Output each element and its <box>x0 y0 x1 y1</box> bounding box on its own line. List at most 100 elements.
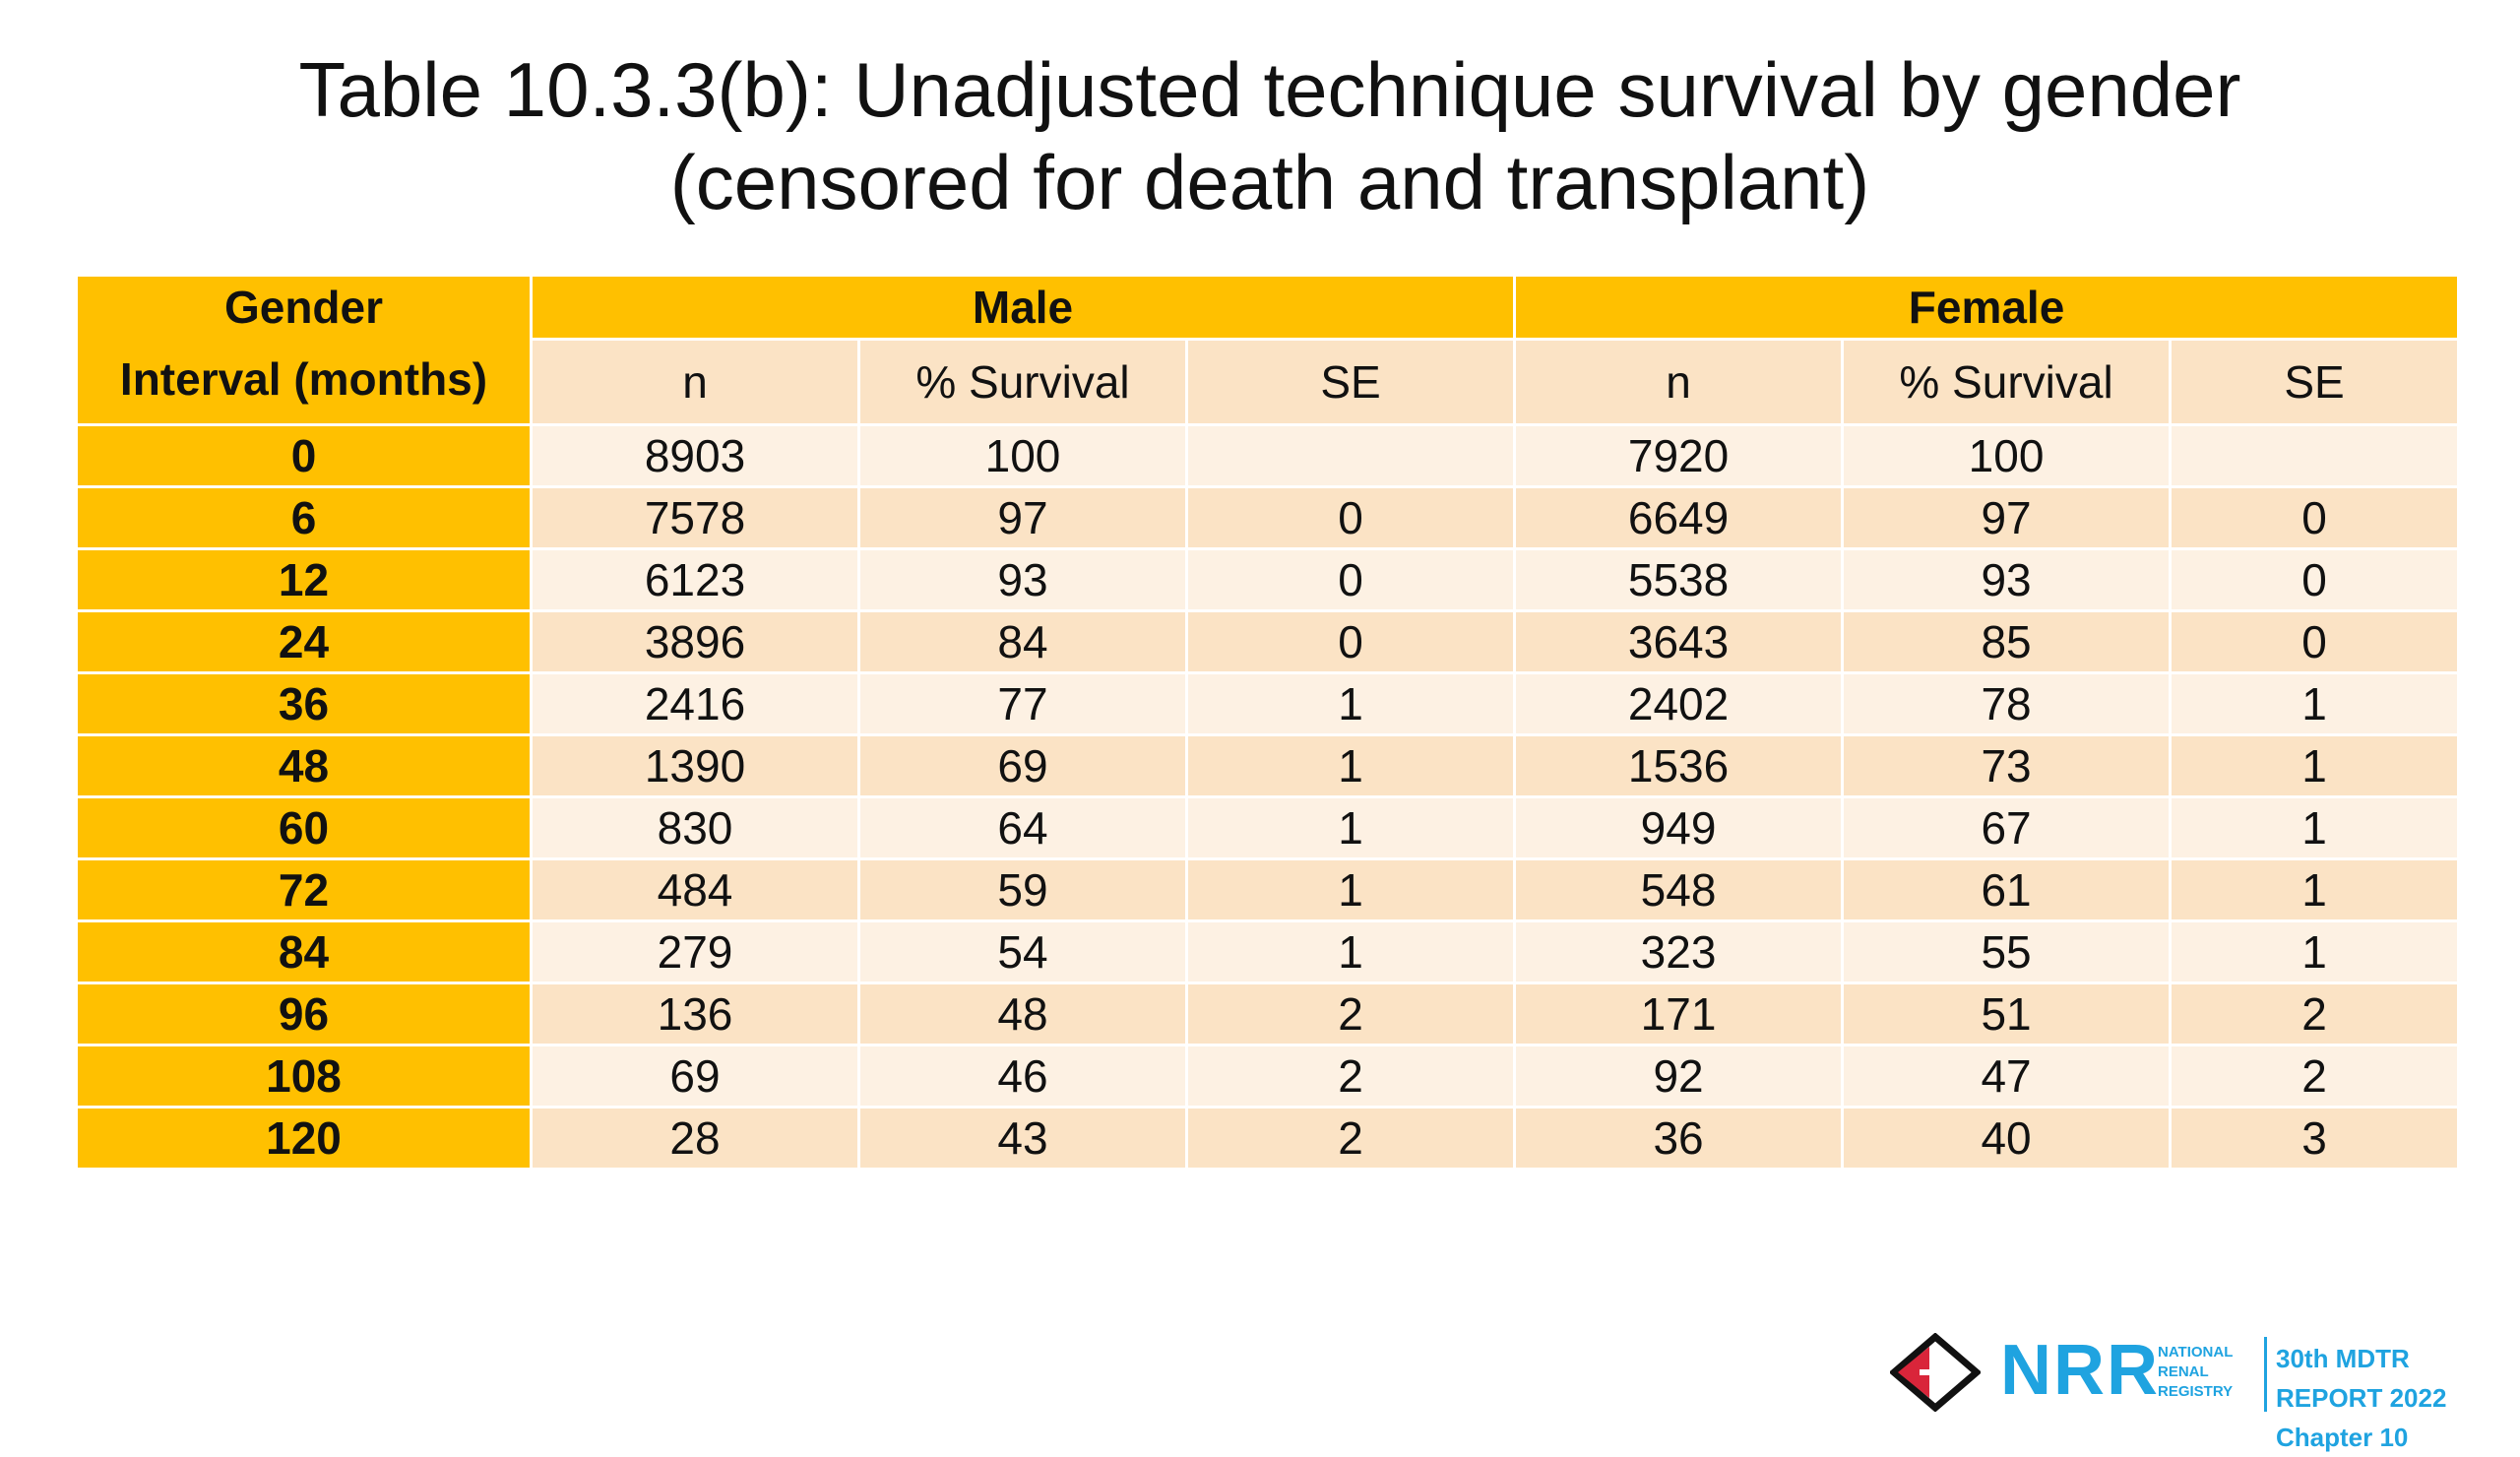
male-n-cell: 28 <box>530 1106 860 1171</box>
female-survival-cell: 73 <box>1841 733 2173 798</box>
male-survival-cell: 84 <box>857 609 1188 674</box>
male-n-cell: 1390 <box>530 733 860 798</box>
nrr-org-line-3: REGISTRY <box>2158 1383 2234 1400</box>
female-survival-cell: 78 <box>1841 671 2173 736</box>
slide-title: Table 10.3.3(b): Unadjusted technique su… <box>0 43 2520 228</box>
nrr-org-line-1: NATIONAL <box>2158 1344 2234 1361</box>
female-n-cell: 5538 <box>1513 547 1845 612</box>
table-row: 12 6123 93 0 5538 93 0 <box>75 547 2461 612</box>
table-row: 84 279 54 1 323 55 1 <box>75 919 2461 984</box>
male-se-cell: 1 <box>1184 671 1517 736</box>
female-survival-cell: 55 <box>1841 919 2173 984</box>
table-row: 24 3896 84 0 3643 85 0 <box>75 609 2461 674</box>
male-se-cell: 0 <box>1184 547 1517 612</box>
header-row-groups: Gender Interval (months) Male Female <box>75 274 2461 426</box>
header-female-survival: % Survival <box>1841 338 2173 426</box>
female-n-cell: 2402 <box>1513 671 1845 736</box>
male-survival-cell: 54 <box>857 919 1188 984</box>
male-survival-cell: 48 <box>857 982 1188 1046</box>
male-n-cell: 136 <box>530 982 860 1046</box>
female-n-cell: 1536 <box>1513 733 1845 798</box>
female-n-cell: 949 <box>1513 795 1845 860</box>
male-n-cell: 830 <box>530 795 860 860</box>
male-se-cell: 1 <box>1184 795 1517 860</box>
female-se-cell: 0 <box>2169 485 2461 550</box>
male-se-cell: 2 <box>1184 1044 1517 1109</box>
female-survival-cell: 61 <box>1841 857 2173 922</box>
nrr-report-logo: NRR NATIONAL RENAL REGISTRY 30th MDTR RE… <box>1890 1327 2520 1452</box>
header-male-se: SE <box>1184 338 1517 426</box>
female-n-cell: 6649 <box>1513 485 1845 550</box>
row-interval-label: 24 <box>75 609 533 674</box>
male-n-cell: 484 <box>530 857 860 922</box>
female-se-cell: 1 <box>2169 795 2461 860</box>
table-row: 72 484 59 1 548 61 1 <box>75 857 2461 922</box>
title-line-1: Table 10.3.3(b): Unadjusted technique su… <box>298 46 2241 133</box>
female-se-cell: 0 <box>2169 609 2461 674</box>
header-female-se: SE <box>2169 338 2461 426</box>
table-row: 48 1390 69 1 1536 73 1 <box>75 733 2461 798</box>
table-row: 120 28 43 2 36 40 3 <box>75 1106 2461 1171</box>
report-label: 30th MDTR REPORT 2022 Chapter 10 <box>2276 1339 2520 1457</box>
row-interval-label: 108 <box>75 1044 533 1109</box>
table-body: 0 8903 100 7920 100 6 7578 97 0 6649 97 … <box>75 423 2461 1171</box>
male-survival-cell: 97 <box>857 485 1188 550</box>
report-line-1: 30th MDTR REPORT 2022 <box>2276 1344 2447 1413</box>
header-group-male: Male <box>529 274 1517 341</box>
row-interval-label: 12 <box>75 547 533 612</box>
row-interval-label: 36 <box>75 671 533 736</box>
table-row: 96 136 48 2 171 51 2 <box>75 982 2461 1046</box>
table-header: Gender Interval (months) Male Female n %… <box>75 274 2461 426</box>
male-survival-cell: 46 <box>857 1044 1188 1109</box>
row-interval-label: 72 <box>75 857 533 922</box>
female-se-cell: 0 <box>2169 547 2461 612</box>
female-n-cell: 3643 <box>1513 609 1845 674</box>
female-se-cell: 2 <box>2169 982 2461 1046</box>
male-survival-cell: 100 <box>857 423 1188 488</box>
header-group-female: Female <box>1513 274 2461 341</box>
table-row: 36 2416 77 1 2402 78 1 <box>75 671 2461 736</box>
row-interval-label: 0 <box>75 423 533 488</box>
male-se-cell: 2 <box>1184 982 1517 1046</box>
male-survival-cell: 64 <box>857 795 1188 860</box>
male-n-cell: 7578 <box>530 485 860 550</box>
male-n-cell: 3896 <box>530 609 860 674</box>
male-se-cell: 0 <box>1184 485 1517 550</box>
female-survival-cell: 100 <box>1841 423 2173 488</box>
female-survival-cell: 85 <box>1841 609 2173 674</box>
female-se-cell <box>2169 423 2461 488</box>
header-gender-label: Gender <box>223 282 384 333</box>
row-interval-label: 60 <box>75 795 533 860</box>
female-survival-cell: 47 <box>1841 1044 2173 1109</box>
female-survival-cell: 93 <box>1841 547 2173 612</box>
row-interval-label: 6 <box>75 485 533 550</box>
male-n-cell: 2416 <box>530 671 860 736</box>
row-interval-label: 84 <box>75 919 533 984</box>
header-male-survival: % Survival <box>857 338 1188 426</box>
female-se-cell: 1 <box>2169 733 2461 798</box>
nrr-letters: NRR <box>2000 1331 2160 1410</box>
table-row: 108 69 46 2 92 47 2 <box>75 1044 2461 1109</box>
male-n-cell: 69 <box>530 1044 860 1109</box>
female-n-cell: 36 <box>1513 1106 1845 1171</box>
female-se-cell: 1 <box>2169 919 2461 984</box>
female-n-cell: 323 <box>1513 919 1845 984</box>
row-interval-label: 48 <box>75 733 533 798</box>
title-line-2: (censored for death and transplant) <box>669 139 1870 225</box>
female-se-cell: 1 <box>2169 857 2461 922</box>
male-survival-cell: 93 <box>857 547 1188 612</box>
table-row: 6 7578 97 0 6649 97 0 <box>75 485 2461 550</box>
male-se-cell: 1 <box>1184 733 1517 798</box>
female-n-cell: 548 <box>1513 857 1845 922</box>
table-row: 60 830 64 1 949 67 1 <box>75 795 2461 860</box>
header-corner-cell: Gender Interval (months) <box>75 274 533 426</box>
female-se-cell: 2 <box>2169 1044 2461 1109</box>
logo-divider <box>2264 1337 2267 1412</box>
male-n-cell: 8903 <box>530 423 860 488</box>
male-n-cell: 6123 <box>530 547 860 612</box>
female-se-cell: 1 <box>2169 671 2461 736</box>
male-survival-cell: 59 <box>857 857 1188 922</box>
female-survival-cell: 51 <box>1841 982 2173 1046</box>
male-survival-cell: 69 <box>857 733 1188 798</box>
male-se-cell: 0 <box>1184 609 1517 674</box>
